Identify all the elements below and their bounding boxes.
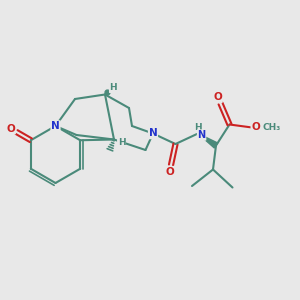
Text: H: H	[118, 138, 125, 147]
Text: O: O	[251, 122, 260, 133]
Text: H: H	[194, 123, 202, 132]
Text: O: O	[213, 92, 222, 103]
Text: N: N	[51, 121, 60, 131]
Text: O: O	[6, 124, 15, 134]
Text: H: H	[110, 83, 117, 92]
Text: N: N	[148, 128, 158, 139]
Text: N: N	[197, 130, 206, 140]
Text: CH₃: CH₃	[262, 123, 280, 132]
Text: O: O	[165, 167, 174, 177]
Polygon shape	[198, 134, 218, 148]
